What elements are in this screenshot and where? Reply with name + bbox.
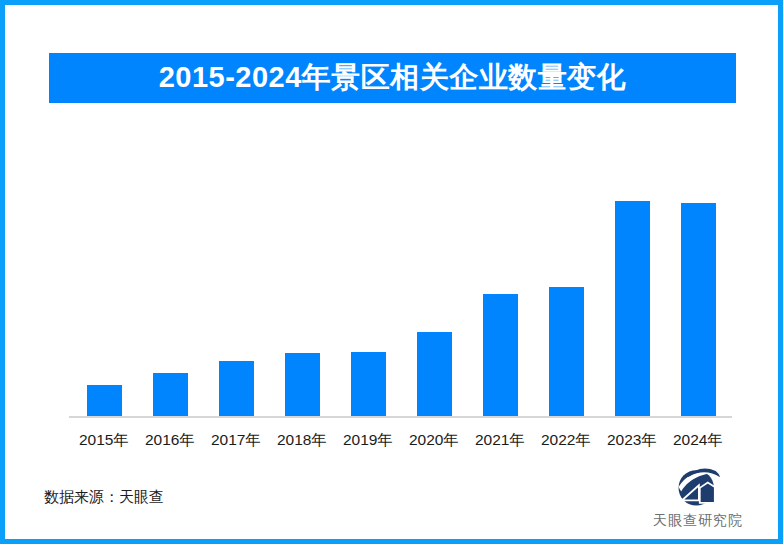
chart-title-banner: 2015-2024年景区相关企业数量变化 (49, 53, 736, 103)
bar-slot (335, 352, 401, 417)
x-tick-label-2020年: 2020年 (401, 430, 467, 451)
bar-slot (269, 353, 335, 417)
tianyancha-eye-icon (675, 465, 721, 509)
x-tick-label-2021年: 2021年 (467, 430, 533, 451)
bar-2016年 (153, 373, 188, 417)
bar-slot (203, 361, 269, 417)
bar-2024年 (681, 203, 716, 417)
x-tick-label-2018年: 2018年 (269, 430, 335, 451)
bar-2021年 (483, 294, 518, 417)
x-tick-label-2023年: 2023年 (599, 430, 665, 451)
x-axis-line (69, 416, 732, 418)
logo-text: 天眼查研究院 (650, 512, 746, 528)
bar-slot (533, 287, 599, 417)
bar-2022年 (549, 287, 584, 417)
bar-slot (71, 385, 137, 417)
bar-2023年 (615, 201, 650, 417)
x-tick-label-2017年: 2017年 (203, 430, 269, 451)
x-tick-label-2016年: 2016年 (137, 430, 203, 451)
infographic-page: 2015-2024年景区相关企业数量变化 2015年2016年2017年2018… (0, 0, 783, 544)
x-tick-label-2015年: 2015年 (71, 430, 137, 451)
x-tick-label-2019年: 2019年 (335, 430, 401, 451)
bar-2020年 (417, 332, 452, 417)
x-axis-labels: 2015年2016年2017年2018年2019年2020年2021年2022年… (71, 430, 731, 451)
data-source-label: 数据来源：天眼查 (44, 488, 164, 507)
brand-logo: 天眼查研究院 (650, 465, 746, 528)
bar-2019年 (351, 352, 386, 417)
chart-title: 2015-2024年景区相关企业数量变化 (159, 58, 627, 98)
bar-slot (665, 203, 731, 417)
bar-slot (401, 332, 467, 417)
bar-slot (599, 201, 665, 417)
bar-slot (137, 373, 203, 417)
x-tick-label-2024年: 2024年 (665, 430, 731, 451)
x-tick-label-2022年: 2022年 (533, 430, 599, 451)
bar-2017年 (219, 361, 254, 417)
bar-2018年 (285, 353, 320, 417)
bar-2015年 (87, 385, 122, 417)
bar-slot (467, 294, 533, 417)
bar-chart (71, 201, 731, 417)
